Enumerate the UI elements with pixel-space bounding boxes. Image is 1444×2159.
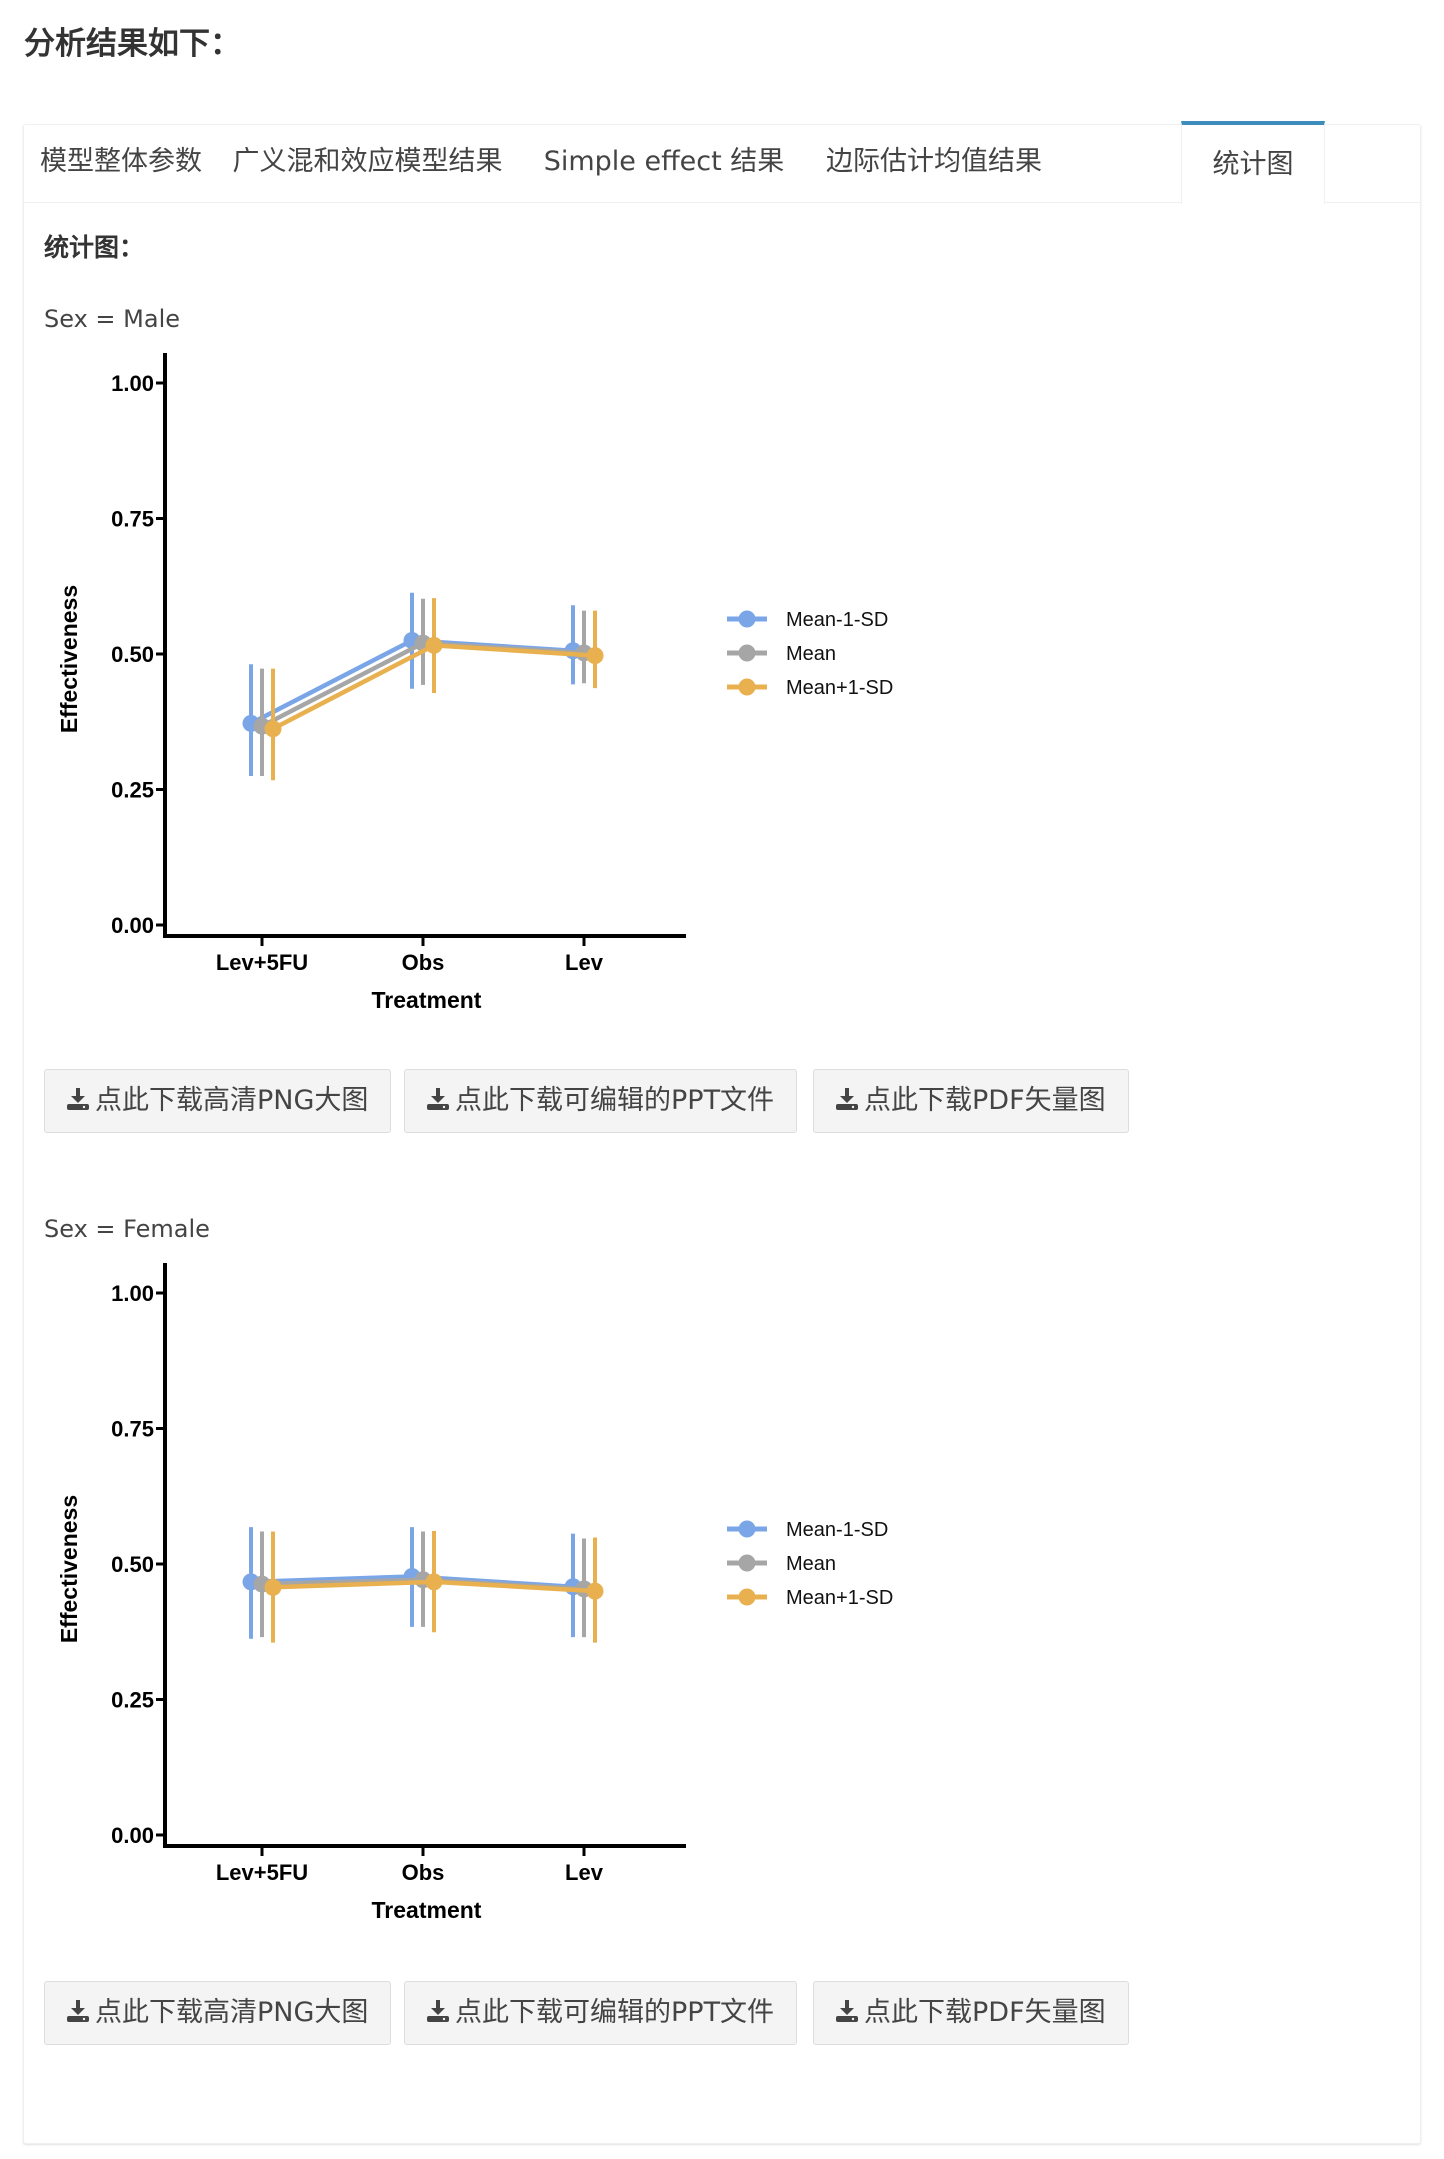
results-card: 模型整体参数 广义混和效应模型结果 Simple effect 结果 边际估计均… <box>23 121 1421 2144</box>
chart-male: 0.00 0.25 0.50 0.75 1.00 Lev+5FU Obs Lev Treatme… <box>56 353 893 1013</box>
y-tick-label: 0.25 <box>111 778 154 803</box>
legend-label: Mean-1-SD <box>786 609 888 631</box>
legend-label: Mean <box>786 643 836 665</box>
series-mean-1-sd <box>264 1530 604 1643</box>
download-icon <box>427 2000 449 2022</box>
legend-item: Mean+1-SD <box>727 677 893 699</box>
legend-label: Mean+1-SD <box>786 677 893 699</box>
y-tick-label: 0.50 <box>111 642 154 667</box>
x-tick-label: Lev+5FU <box>216 1860 308 1885</box>
tab-bar: 模型整体参数 广义混和效应模型结果 Simple effect 结果 边际估计均… <box>24 121 1420 204</box>
legend-label: Mean-1-SD <box>786 1519 888 1541</box>
x-axis-title: Treatment <box>372 987 482 1013</box>
legend-item: Mean <box>727 1553 836 1575</box>
y-axis-title: Effectiveness <box>56 585 82 733</box>
data-point <box>586 1582 604 1600</box>
y-tick-label: 0.75 <box>111 1417 154 1442</box>
y-tick-label: 0.00 <box>111 1823 154 1848</box>
download-ppt-button[interactable]: 点此下载可编辑的PPT文件 <box>404 1069 798 1133</box>
legend-item: Mean-1-SD <box>727 1519 888 1541</box>
tab-marginal-means[interactable]: 边际估计均值结果 <box>826 146 1042 177</box>
y-tick-label: 0.50 <box>111 1552 154 1577</box>
y-tick-label: 0.25 <box>111 1688 154 1713</box>
tab-glmm-results[interactable]: 广义混和效应模型结果 <box>232 146 503 177</box>
y-tick-label: 1.00 <box>111 1281 154 1306</box>
download-icon <box>67 2000 89 2022</box>
series-mean <box>253 598 593 776</box>
download-png-button[interactable]: 点此下载高清PNG大图 <box>44 1069 392 1133</box>
download-pdf-label: 点此下载PDF矢量图 <box>864 1085 1106 1116</box>
x-tick-label: Obs <box>402 950 445 975</box>
panel-label-female: Sex = Female <box>44 1215 210 1243</box>
legend-point-icon <box>738 644 756 662</box>
legend-point-icon <box>738 1554 756 1572</box>
x-tick-label: Lev <box>565 950 604 975</box>
x-tick-label: Lev+5FU <box>216 950 308 975</box>
tab-simple-effect[interactable]: Simple effect 结果 <box>543 146 785 177</box>
download-png-button[interactable]: 点此下载高清PNG大图 <box>44 1981 392 2045</box>
legend-point-icon <box>738 610 756 628</box>
download-ppt-button[interactable]: 点此下载可编辑的PPT文件 <box>404 1981 798 2045</box>
legend-item: Mean-1-SD <box>727 609 888 631</box>
y-tick-label: 0.75 <box>111 507 154 532</box>
legend-point-icon <box>738 678 756 696</box>
data-point <box>264 1578 282 1596</box>
section-title: 统计图： <box>44 233 145 262</box>
y-tick-label: 0.00 <box>111 913 154 938</box>
tab-model-overall-params[interactable]: 模型整体参数 <box>40 146 202 177</box>
chart-female: 0.00 0.25 0.50 0.75 1.00 Lev+5FU Obs Lev Treatme… <box>56 1263 893 1923</box>
y-tick-label: 1.00 <box>111 371 154 396</box>
x-axis-title: Treatment <box>372 1897 482 1923</box>
data-point <box>586 647 604 665</box>
download-icon <box>67 1088 89 1110</box>
legend-point-icon <box>738 1588 756 1606</box>
data-point <box>425 1573 443 1591</box>
series-mean-1-sd <box>264 598 604 781</box>
panel-label-male: Sex = Male <box>44 305 180 333</box>
x-tick-label: Lev <box>565 1860 604 1885</box>
download-pdf-button[interactable]: 点此下载PDF矢量图 <box>813 1069 1129 1133</box>
legend-label: Mean <box>786 1553 836 1575</box>
data-point <box>264 720 282 738</box>
download-png-label: 点此下载高清PNG大图 <box>95 1997 369 2028</box>
download-pdf-label: 点此下载PDF矢量图 <box>864 1997 1106 2028</box>
download-png-label: 点此下载高清PNG大图 <box>95 1085 369 1116</box>
y-axis-title: Effectiveness <box>56 1495 82 1643</box>
legend-item: Mean <box>727 643 836 665</box>
legend-point-icon <box>738 1520 756 1538</box>
download-pdf-button[interactable]: 点此下载PDF矢量图 <box>813 1981 1129 2045</box>
download-icon <box>836 2000 858 2022</box>
download-icon <box>836 1088 858 1110</box>
legend-label: Mean+1-SD <box>786 1587 893 1609</box>
download-ppt-label: 点此下载可编辑的PPT文件 <box>455 1997 775 2028</box>
x-tick-label: Obs <box>402 1860 445 1885</box>
page-title: 分析结果如下： <box>24 26 241 62</box>
download-ppt-label: 点此下载可编辑的PPT文件 <box>455 1085 775 1116</box>
data-point <box>425 636 443 654</box>
tab-statistical-chart[interactable]: 统计图 <box>1181 121 1325 204</box>
download-icon <box>427 1088 449 1110</box>
legend-item: Mean+1-SD <box>727 1587 893 1609</box>
series-mean-1-sd <box>242 592 582 776</box>
